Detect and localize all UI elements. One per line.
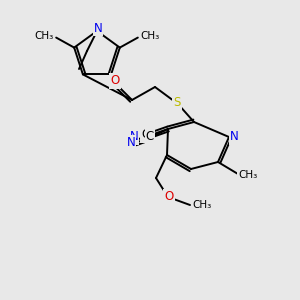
Text: S: S [173, 97, 181, 110]
Text: N: N [130, 130, 138, 143]
Text: CH₃: CH₃ [238, 170, 258, 180]
Text: O: O [110, 74, 120, 88]
Text: C: C [146, 130, 154, 143]
Text: CH₃: CH₃ [34, 31, 54, 40]
Text: C: C [141, 128, 149, 142]
Text: N: N [94, 22, 102, 34]
Text: CH₃: CH₃ [192, 200, 212, 210]
Text: CH₃: CH₃ [140, 31, 160, 40]
Text: O: O [164, 190, 174, 203]
Text: N: N [127, 136, 135, 149]
Text: N: N [230, 130, 238, 143]
